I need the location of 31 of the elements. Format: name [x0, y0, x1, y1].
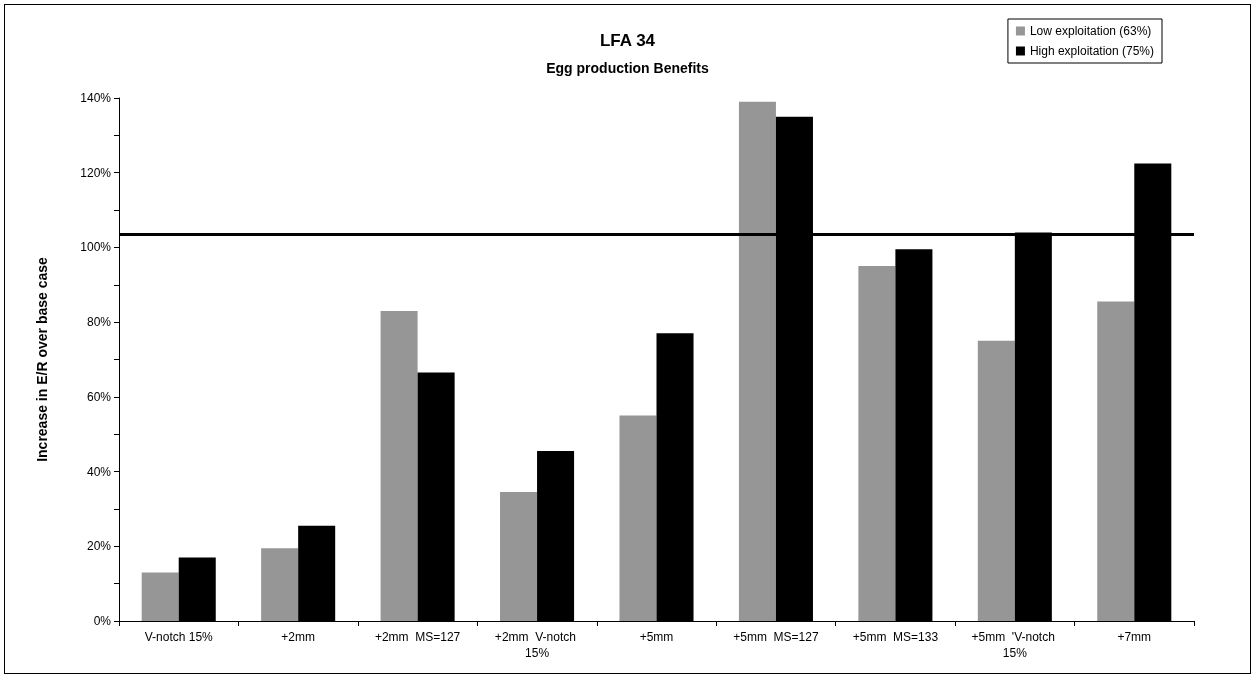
x-tick-label: +5mm MS=133 [852, 630, 939, 644]
bar [738, 101, 776, 621]
x-tick-label: +5mm MS=127 [733, 630, 819, 644]
y-axis-title: Increase in E/R over base case [34, 256, 50, 462]
bar [261, 548, 299, 621]
y-tick-label: 80% [86, 315, 112, 330]
y-tick-label: 40% [86, 464, 112, 479]
chart-subtitle: Egg production Benefits [546, 60, 709, 76]
bar [1097, 301, 1135, 621]
x-tick-label: +5mm [639, 630, 674, 644]
x-tick-label: +5mm 'V-notch 15% [971, 630, 1059, 660]
bar [141, 572, 179, 621]
y-tick-label: 60% [86, 389, 112, 404]
chart-title: LFA 34 [599, 31, 656, 50]
x-tick-label: +2mm [281, 630, 316, 644]
bar [500, 492, 538, 621]
x-tick-label: +2mm MS=127 [374, 630, 461, 644]
y-tick-label: 0% [93, 614, 112, 628]
bar [619, 415, 657, 621]
y-tick-label: 20% [86, 539, 112, 554]
x-tick-label: V-notch 15% [144, 630, 214, 644]
y-tick-label: 100% [80, 240, 112, 255]
bar [858, 266, 896, 621]
y-tick-label: 120% [80, 165, 112, 180]
legend-label: High exploitation (75%) [1029, 44, 1155, 58]
legend-label: Low exploitation (63%) [1029, 24, 1152, 38]
y-tick-label: 140% [80, 91, 112, 105]
x-tick-label: +7mm [1117, 630, 1152, 644]
x-tick-label: +2mm V-notch 15% [494, 630, 580, 660]
bar [380, 310, 418, 621]
bar [977, 340, 1015, 621]
